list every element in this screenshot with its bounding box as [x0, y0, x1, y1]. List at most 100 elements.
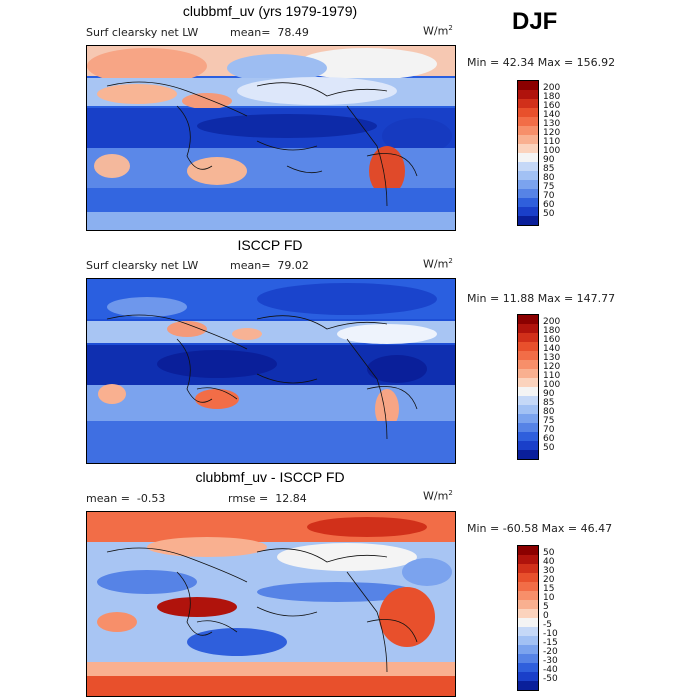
- colorbar-swatch: [518, 108, 538, 117]
- colorbar-tick-label: 130: [543, 353, 561, 363]
- colorbar-swatch: [518, 546, 538, 555]
- colorbar-tick-label: 60: [543, 434, 555, 444]
- colorbar-tick-label: -10: [543, 629, 558, 639]
- panel3-colorbar: [517, 545, 539, 691]
- colorbar-tick-label: -40: [543, 665, 558, 675]
- colorbar-swatch: [518, 135, 538, 144]
- colorbar-tick-label: 110: [543, 137, 561, 147]
- colorbar-swatch: [518, 360, 538, 369]
- season-label: DJF: [512, 8, 558, 35]
- panel1-min-max: Min = 42.34 Max = 156.92: [467, 56, 616, 69]
- colorbar-tick-label: 30: [543, 566, 555, 576]
- panel2-colorbar: [517, 314, 539, 460]
- colorbar-tick-label: 100: [543, 146, 561, 156]
- colorbar-tick-label: 90: [543, 389, 555, 399]
- colorbar-swatch: [518, 180, 538, 189]
- colorbar-swatch: [518, 369, 538, 378]
- panel2-map-field: [87, 279, 455, 463]
- colorbar-swatch: [518, 342, 538, 351]
- colorbar-tick-label: 15: [543, 584, 555, 594]
- colorbar-swatch: [518, 162, 538, 171]
- colorbar-tick-label: 140: [543, 344, 561, 354]
- colorbar-swatch: [518, 171, 538, 180]
- colorbar-swatch: [518, 564, 538, 573]
- panel2-title: ISCCP FD: [237, 237, 303, 253]
- colorbar-tick-label: 100: [543, 380, 561, 390]
- colorbar-swatch: [518, 645, 538, 654]
- panel3-rmse-value: 12.84: [275, 492, 307, 505]
- panel3-mean-label: mean =: [86, 492, 130, 505]
- panel1-mean-value: 78.49: [277, 26, 309, 39]
- colorbar-tick-label: 180: [543, 326, 561, 336]
- colorbar-tick-label: 0: [543, 611, 549, 621]
- colorbar-tick-label: 85: [543, 164, 555, 174]
- colorbar-swatch: [518, 672, 538, 681]
- panel3-map: [86, 511, 456, 697]
- colorbar-tick-label: 40: [543, 557, 555, 567]
- colorbar-swatch: [518, 117, 538, 126]
- panel1-mean-label: mean=: [230, 26, 271, 39]
- colorbar-tick-label: -15: [543, 638, 558, 648]
- colorbar-swatch: [518, 573, 538, 582]
- colorbar-tick-label: -50: [543, 674, 558, 684]
- colorbar-swatch: [518, 582, 538, 591]
- colorbar-swatch: [518, 636, 538, 645]
- panel1-map: [86, 45, 456, 231]
- colorbar-tick-label: -30: [543, 656, 558, 666]
- colorbar-swatch: [518, 618, 538, 627]
- panel3-map-field: [87, 512, 455, 696]
- colorbar-swatch: [518, 324, 538, 333]
- colorbar-swatch: [518, 396, 538, 405]
- colorbar-tick-label: -5: [543, 620, 552, 630]
- colorbar-tick-label: 80: [543, 173, 555, 183]
- colorbar-tick-label: 180: [543, 92, 561, 102]
- colorbar-tick-label: -20: [543, 647, 558, 657]
- colorbar-tick-label: 20: [543, 575, 555, 585]
- colorbar-tick-label: 120: [543, 128, 561, 138]
- colorbar-swatch: [518, 144, 538, 153]
- panel3-title: clubbmf_uv - ISCCP FD: [195, 469, 345, 485]
- colorbar-swatch: [518, 351, 538, 360]
- panel3-units: W/m2: [423, 489, 453, 503]
- panel2-mean-label: mean=: [230, 259, 271, 272]
- colorbar-swatch: [518, 663, 538, 672]
- colorbar-swatch: [518, 627, 538, 636]
- colorbar-swatch: [518, 378, 538, 387]
- colorbar-swatch: [518, 81, 538, 90]
- colorbar-swatch: [518, 591, 538, 600]
- colorbar-swatch: [518, 198, 538, 207]
- colorbar-tick-label: 5: [543, 602, 549, 612]
- panel1-variable: Surf clearsky net LW: [86, 26, 199, 39]
- colorbar-swatch: [518, 126, 538, 135]
- colorbar-swatch: [518, 441, 538, 450]
- colorbar-swatch: [518, 555, 538, 564]
- colorbar-swatch: [518, 600, 538, 609]
- colorbar-swatch: [518, 90, 538, 99]
- panel1-colorbar: [517, 80, 539, 226]
- panel2-map: [86, 278, 456, 464]
- panel3-min-max: Min = -60.58 Max = 46.47: [467, 522, 613, 535]
- colorbar-swatch: [518, 423, 538, 432]
- colorbar-tick-label: 120: [543, 362, 561, 372]
- colorbar-swatch: [518, 654, 538, 663]
- colorbar-tick-label: 75: [543, 416, 555, 426]
- panel1-map-field: [87, 46, 455, 230]
- colorbar-swatch: [518, 153, 538, 162]
- colorbar-tick-label: 90: [543, 155, 555, 165]
- colorbar-tick-label: 60: [543, 200, 555, 210]
- colorbar-swatch: [518, 207, 538, 216]
- colorbar-tick-label: 140: [543, 110, 561, 120]
- colorbar-tick-label: 70: [543, 425, 555, 435]
- panel2-units: W/m2: [423, 257, 453, 271]
- colorbar-tick-label: 85: [543, 398, 555, 408]
- panel2-mean-value: 79.02: [277, 259, 309, 272]
- colorbar-swatch: [518, 189, 538, 198]
- colorbar-tick-label: 50: [543, 443, 555, 453]
- colorbar-swatch: [518, 414, 538, 423]
- panel1-title: clubbmf_uv (yrs 1979-1979): [182, 3, 358, 19]
- colorbar-tick-label: 75: [543, 182, 555, 192]
- panel2-variable: Surf clearsky net LW: [86, 259, 199, 272]
- colorbar-swatch: [518, 333, 538, 342]
- colorbar-tick-label: 200: [543, 317, 561, 327]
- colorbar-swatch: [518, 405, 538, 414]
